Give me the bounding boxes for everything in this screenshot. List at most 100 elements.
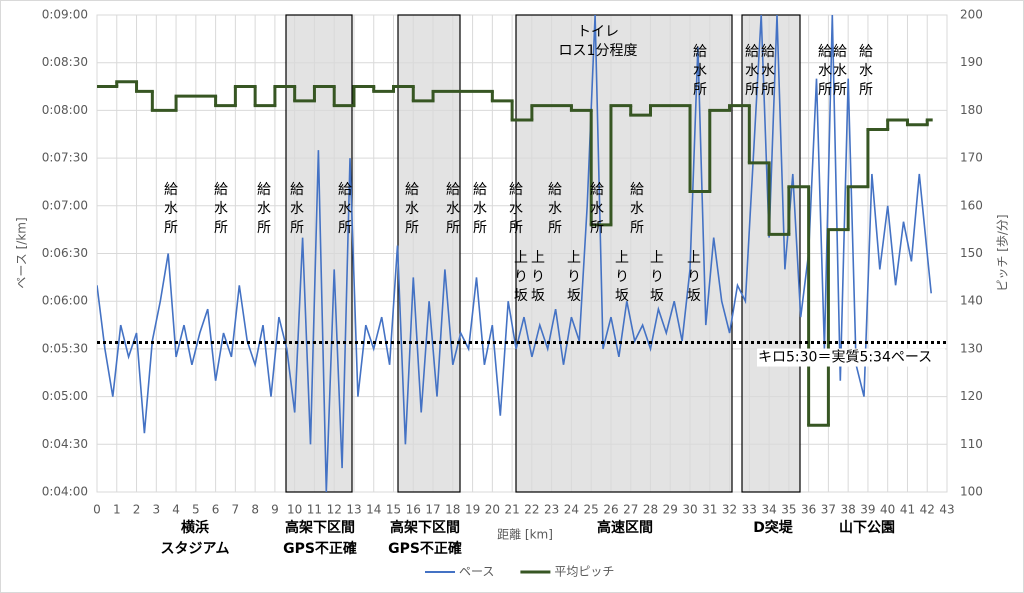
water-station-label: 給水所 xyxy=(473,182,487,236)
y-tick-label: 0:07:30 xyxy=(42,151,88,165)
x-tick-label: 37 xyxy=(821,503,836,517)
toilet-label: トイレ xyxy=(577,24,619,40)
char: 給 xyxy=(761,44,775,60)
char: 坂 xyxy=(687,288,701,304)
x-tick-label: 36 xyxy=(801,503,816,517)
x-tick-label: 10 xyxy=(287,503,302,517)
char: 水 xyxy=(693,63,707,79)
char: 上 xyxy=(567,250,581,266)
x-tick-label: 6 xyxy=(212,503,220,517)
x-tick-label: 5 xyxy=(192,503,200,517)
x-tick-label: 14 xyxy=(366,503,381,517)
y2-tick-label: 130 xyxy=(960,341,983,355)
x-tick-label: 13 xyxy=(346,503,361,517)
char: 所 xyxy=(509,220,523,236)
uphill-label: 上り坂 xyxy=(531,250,545,304)
x-tick-label: 3 xyxy=(152,503,160,517)
section-label: 高架下区間 xyxy=(285,519,355,536)
char: 所 xyxy=(405,220,419,236)
x-tick-label: 22 xyxy=(524,503,539,517)
x-tick-label: 24 xyxy=(564,503,579,517)
char: 水 xyxy=(745,63,759,79)
char: 水 xyxy=(290,201,304,217)
x-axis-title: 距離 [km] xyxy=(497,528,553,542)
char: 坂 xyxy=(567,288,581,304)
y2-tick-label: 160 xyxy=(960,198,983,212)
char: 所 xyxy=(693,82,707,98)
y-tick-label: 0:05:30 xyxy=(42,341,88,355)
x-tick-label: 41 xyxy=(900,503,915,517)
water-station-label: 給水所 xyxy=(509,182,523,236)
x-tick-label: 11 xyxy=(307,503,322,517)
x-tick-label: 15 xyxy=(386,503,401,517)
x-tick-label: 42 xyxy=(920,503,935,517)
section-label: 横浜 xyxy=(181,519,209,536)
water-station-label: 給水所 xyxy=(214,182,228,236)
water-station-label: 給水所 xyxy=(548,182,562,236)
x-tick-label: 20 xyxy=(485,503,500,517)
char: 所 xyxy=(290,220,304,236)
reference-label-bg xyxy=(757,348,945,367)
y-tick-label: 0:08:00 xyxy=(42,103,88,117)
x-tick-label: 33 xyxy=(742,503,757,517)
char: り xyxy=(687,269,701,285)
char: 水 xyxy=(446,201,460,217)
char: 給 xyxy=(833,44,847,60)
x-tick-label: 32 xyxy=(722,503,737,517)
y-tick-label: 0:04:30 xyxy=(42,437,88,451)
char: 給 xyxy=(630,182,644,198)
region-border xyxy=(515,14,733,493)
x-tick-label: 23 xyxy=(544,503,559,517)
region-border xyxy=(285,14,353,493)
y-tick-label: 0:05:00 xyxy=(42,389,88,403)
y2-axis-title: ピッチ [歩/分] xyxy=(995,214,1010,291)
char: 所 xyxy=(761,82,775,98)
char: 上 xyxy=(650,250,664,266)
section-label: 高架下区間 xyxy=(390,519,460,536)
char: 所 xyxy=(818,82,832,98)
x-tick-label: 17 xyxy=(425,503,440,517)
y2-tick-label: 200 xyxy=(960,8,983,22)
char: 給 xyxy=(338,182,352,198)
x-tick-label: 27 xyxy=(623,503,638,517)
char: 水 xyxy=(818,63,832,79)
y-tick-label: 0:07:00 xyxy=(42,198,88,212)
char: 坂 xyxy=(650,288,664,304)
y2-tick-label: 190 xyxy=(960,55,983,69)
char: 水 xyxy=(405,201,419,217)
water-station-label: 給水所 xyxy=(833,44,847,98)
char: り xyxy=(531,269,545,285)
y2-tick-label: 170 xyxy=(960,151,983,165)
char: り xyxy=(650,269,664,285)
char: 給 xyxy=(214,182,228,198)
char: 水 xyxy=(590,201,604,217)
char: 給 xyxy=(164,182,178,198)
water-station-label: 給水所 xyxy=(761,44,775,98)
char: 所 xyxy=(548,220,562,236)
x-tick-label: 9 xyxy=(271,503,279,517)
y-tick-label: 0:06:30 xyxy=(42,246,88,260)
y2-tick-label: 180 xyxy=(960,103,983,117)
char: 給 xyxy=(548,182,562,198)
char: 水 xyxy=(164,201,178,217)
uphill-label: 上り坂 xyxy=(567,250,581,304)
char: 坂 xyxy=(531,288,545,304)
water-station-label: 給水所 xyxy=(257,182,271,236)
x-tick-label: 16 xyxy=(406,503,421,517)
char: 所 xyxy=(446,220,460,236)
y-axis-title: ペース [/km] xyxy=(15,217,29,288)
char: 上 xyxy=(687,250,701,266)
char: 水 xyxy=(473,201,487,217)
char: 給 xyxy=(693,44,707,60)
x-tick-label: 7 xyxy=(232,503,240,517)
region-border xyxy=(741,14,801,493)
x-tick-label: 38 xyxy=(841,503,856,517)
water-station-label: 給水所 xyxy=(745,44,759,98)
char: 給 xyxy=(405,182,419,198)
x-tick-label: 8 xyxy=(251,503,259,517)
section-label: スタジアム xyxy=(160,541,229,557)
char: 給 xyxy=(257,182,271,198)
uphill-label: 上り坂 xyxy=(650,250,664,304)
char: 所 xyxy=(630,220,644,236)
